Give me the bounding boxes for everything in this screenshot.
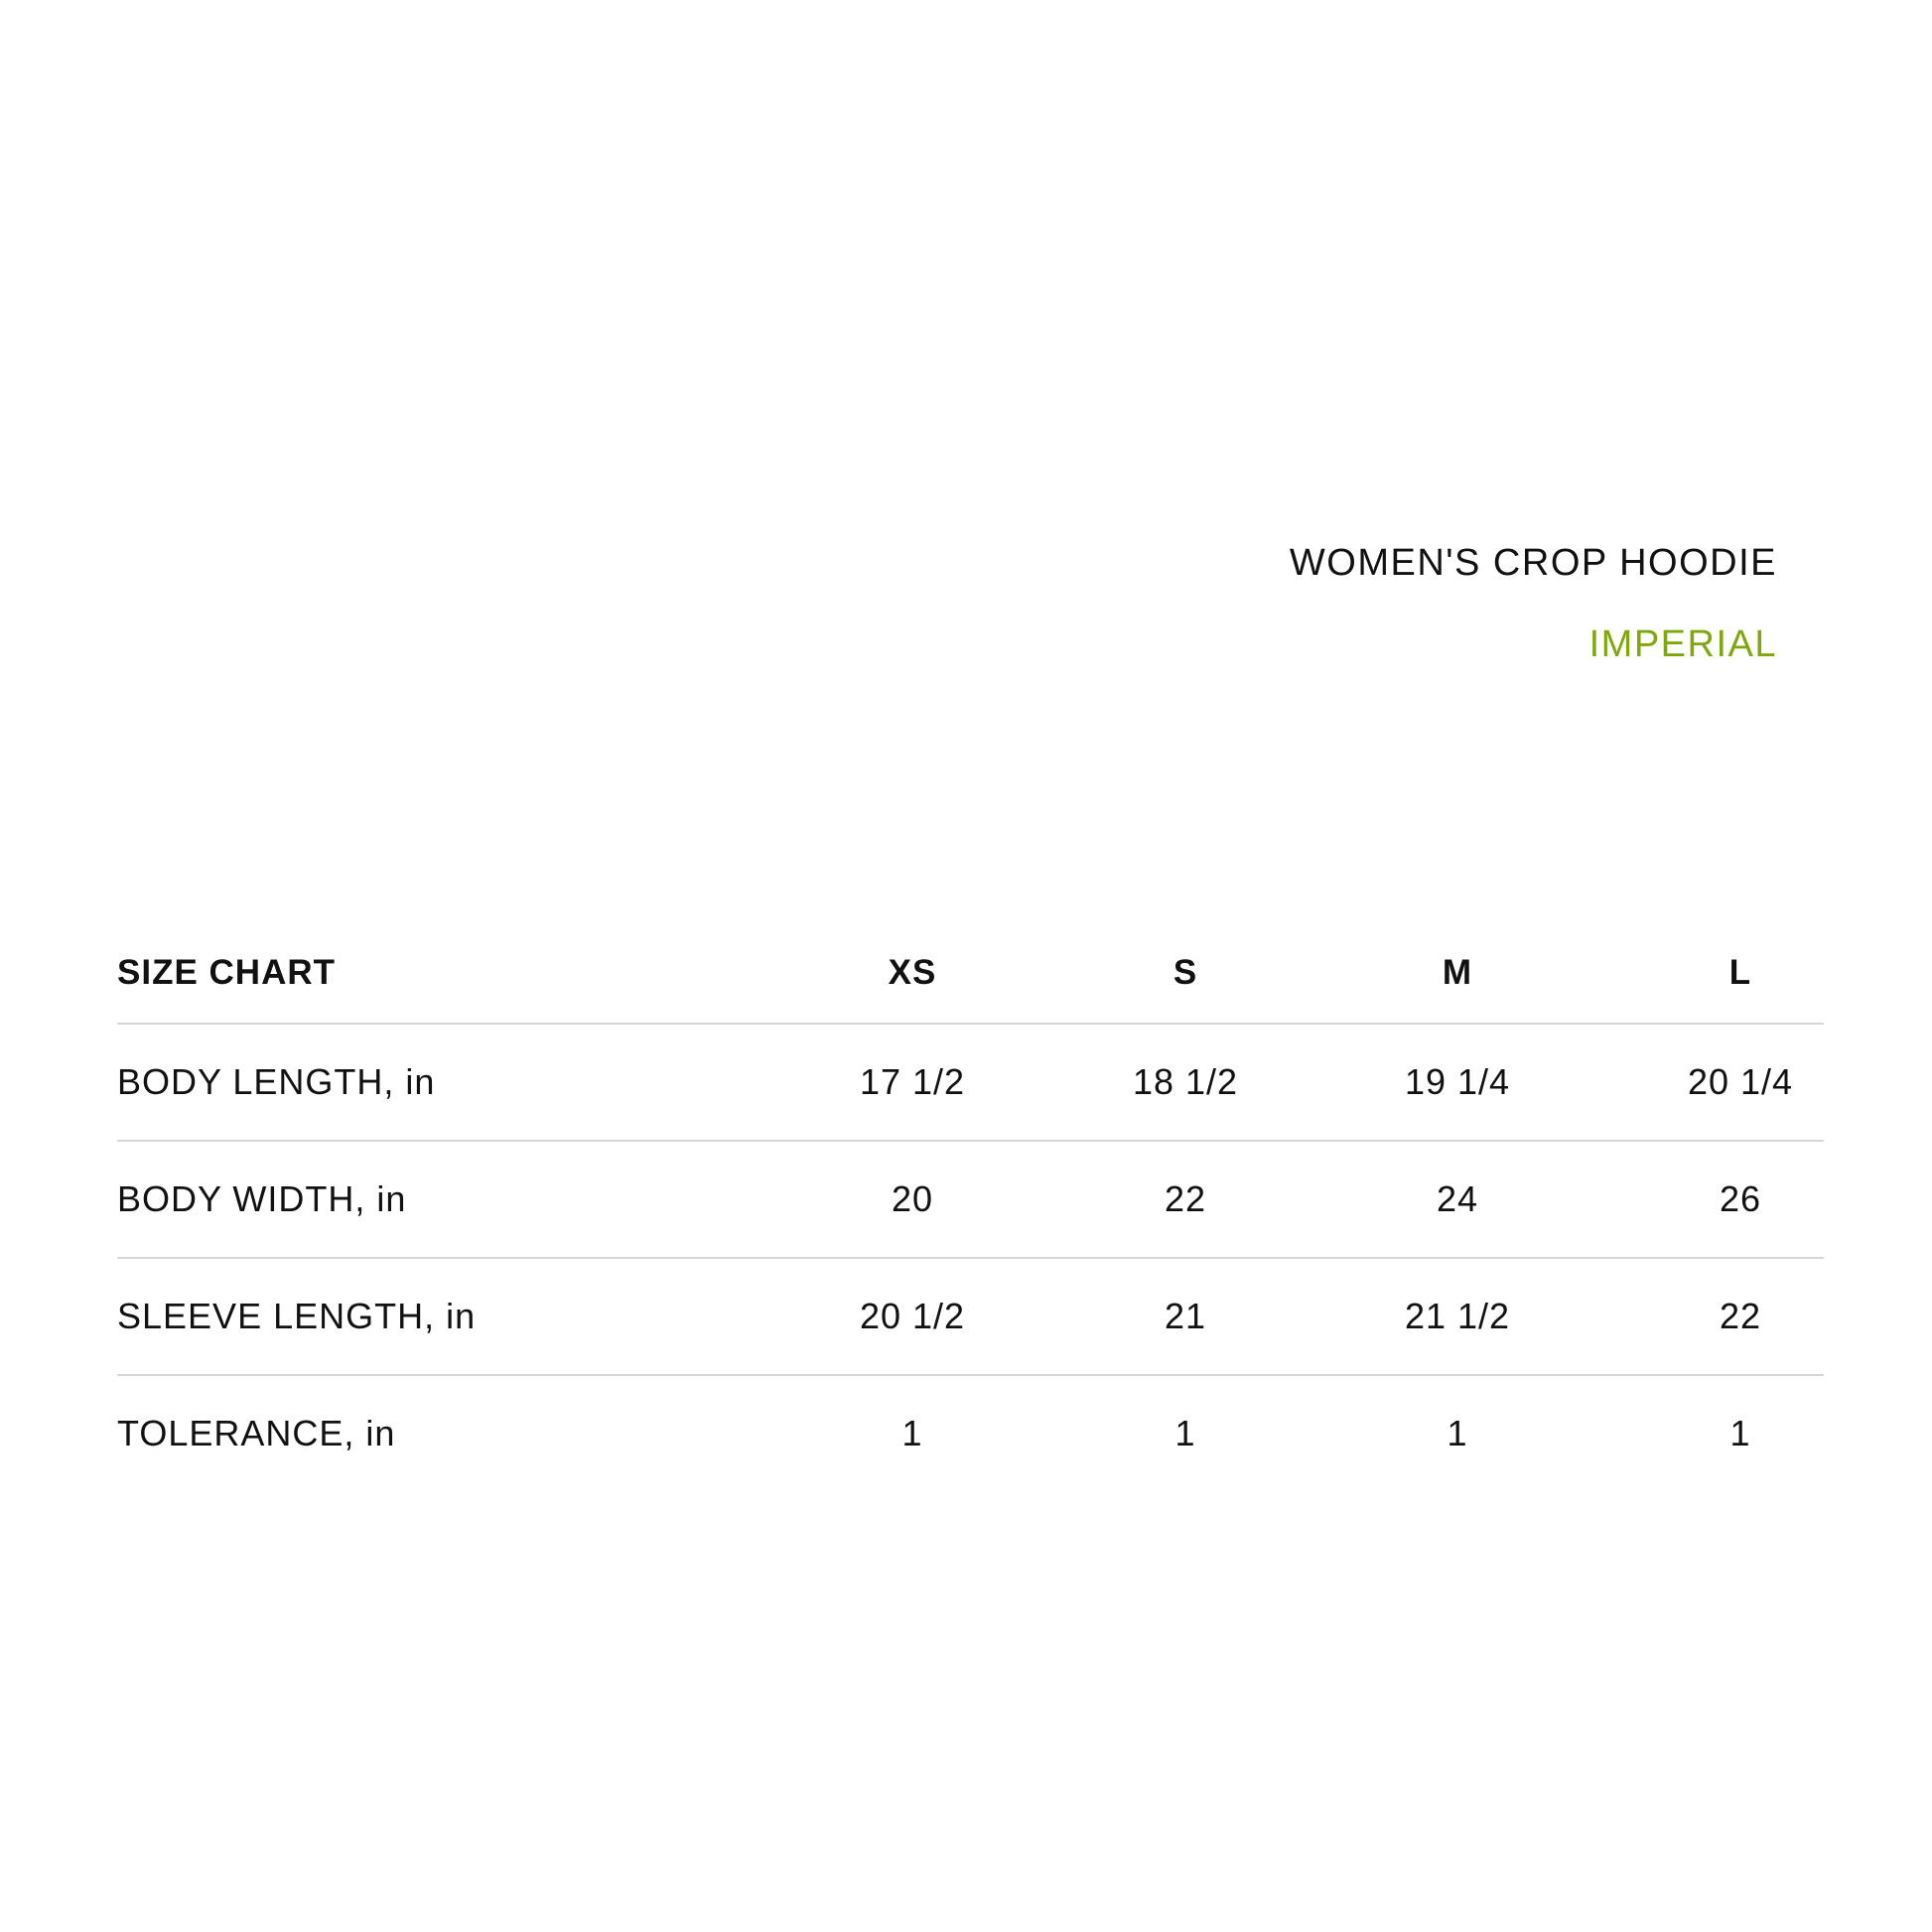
table-header-title: SIZE CHART [117,953,336,992]
table-cell: 1 [1729,1413,1751,1453]
table-cell: 20 [891,1178,934,1219]
table-cell: 17 1/2 [859,1061,966,1102]
size-header-l: L [1728,953,1752,992]
table-cell: 20 1/2 [859,1296,966,1336]
table-cell: 1 [1174,1413,1196,1453]
size-header-xs: XS [888,953,937,992]
table-cell: 22 [1164,1178,1207,1219]
table-cell: 1 [1447,1413,1468,1453]
table-cell: 21 [1164,1296,1207,1336]
table-row: TOLERANCE, in 1 1 1 1 [117,1376,1824,1491]
table-row: BODY LENGTH, in 17 1/2 18 1/2 19 1/4 20 … [117,1025,1824,1142]
size-chart-table: SIZE CHART XS S M L BODY LENGTH, in 17 1… [117,923,1824,1491]
table-cell: 1 [901,1413,923,1453]
table-header-row: SIZE CHART XS S M L [117,923,1824,1025]
table-cell: 26 [1719,1178,1762,1219]
table-cell: 24 [1436,1178,1479,1219]
row-label: TOLERANCE, in [117,1413,396,1453]
size-header-m: M [1442,953,1473,992]
table-cell: 19 1/4 [1404,1061,1511,1102]
table-cell: 18 1/2 [1132,1061,1239,1102]
table-row: SLEEVE LENGTH, in 20 1/2 21 21 1/2 22 [117,1259,1824,1376]
row-label: BODY LENGTH, in [117,1061,436,1102]
table-cell: 20 1/4 [1687,1061,1794,1102]
row-label: SLEEVE LENGTH, in [117,1296,477,1336]
row-label: BODY WIDTH, in [117,1178,407,1219]
table-cell: 22 [1719,1296,1762,1336]
size-header-s: S [1173,953,1198,992]
table-row: BODY WIDTH, in 20 22 24 26 [117,1142,1824,1259]
unit-system-label: IMPERIAL [1588,623,1777,665]
table-cell: 21 1/2 [1404,1296,1511,1336]
product-title: WOMEN'S CROP HOODIE [1289,542,1777,584]
